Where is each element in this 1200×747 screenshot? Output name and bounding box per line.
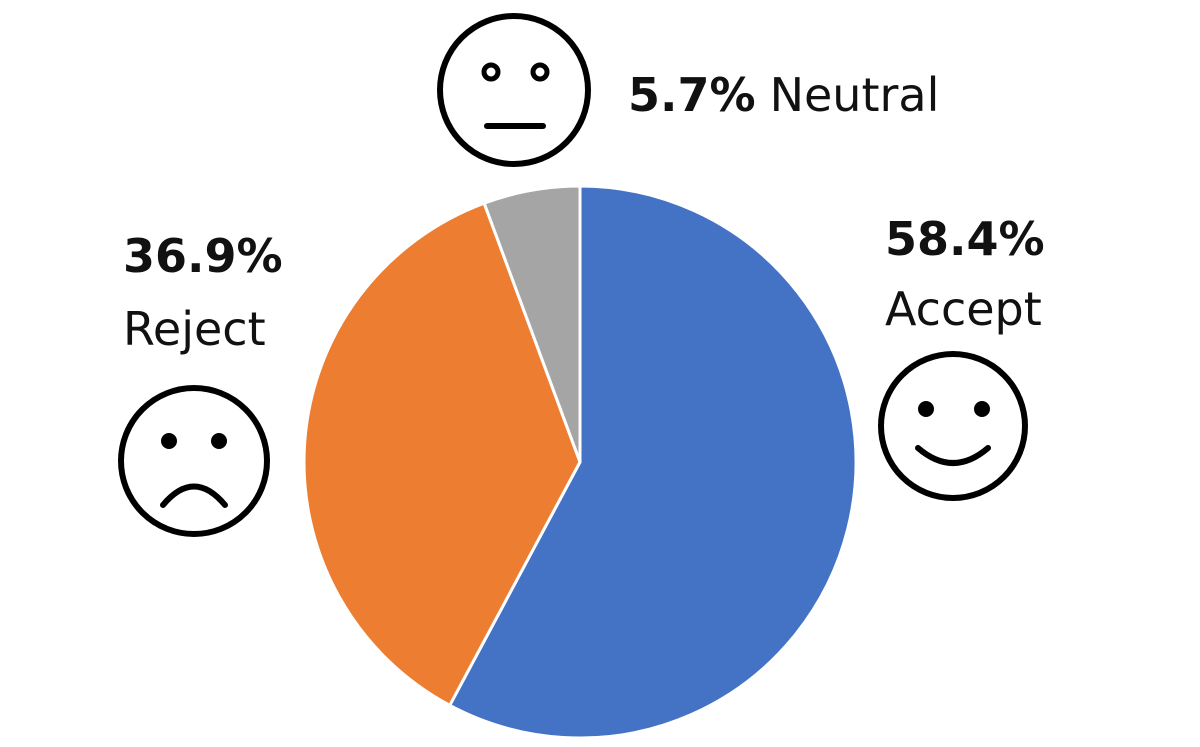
pie-slices	[302, 184, 858, 740]
label-accept-name: Accept	[885, 282, 1042, 336]
label-reject-value: 36.9%	[123, 229, 283, 283]
label-accept-value: 58.4%	[885, 212, 1045, 266]
label-neutral-name: Neutral	[770, 68, 940, 122]
label-reject-name: Reject	[123, 302, 266, 356]
label-neutral: 5.7% Neutral	[628, 68, 939, 122]
neutral-face-icon	[437, 13, 591, 167]
label-neutral-value: 5.7%	[628, 68, 756, 122]
pie-slice-neutral	[482, 184, 582, 464]
pie-slice-accept	[448, 184, 858, 740]
pie-slice-reject	[302, 201, 582, 707]
smiley-face-icon	[878, 351, 1028, 501]
frowning-face-icon	[118, 385, 270, 537]
